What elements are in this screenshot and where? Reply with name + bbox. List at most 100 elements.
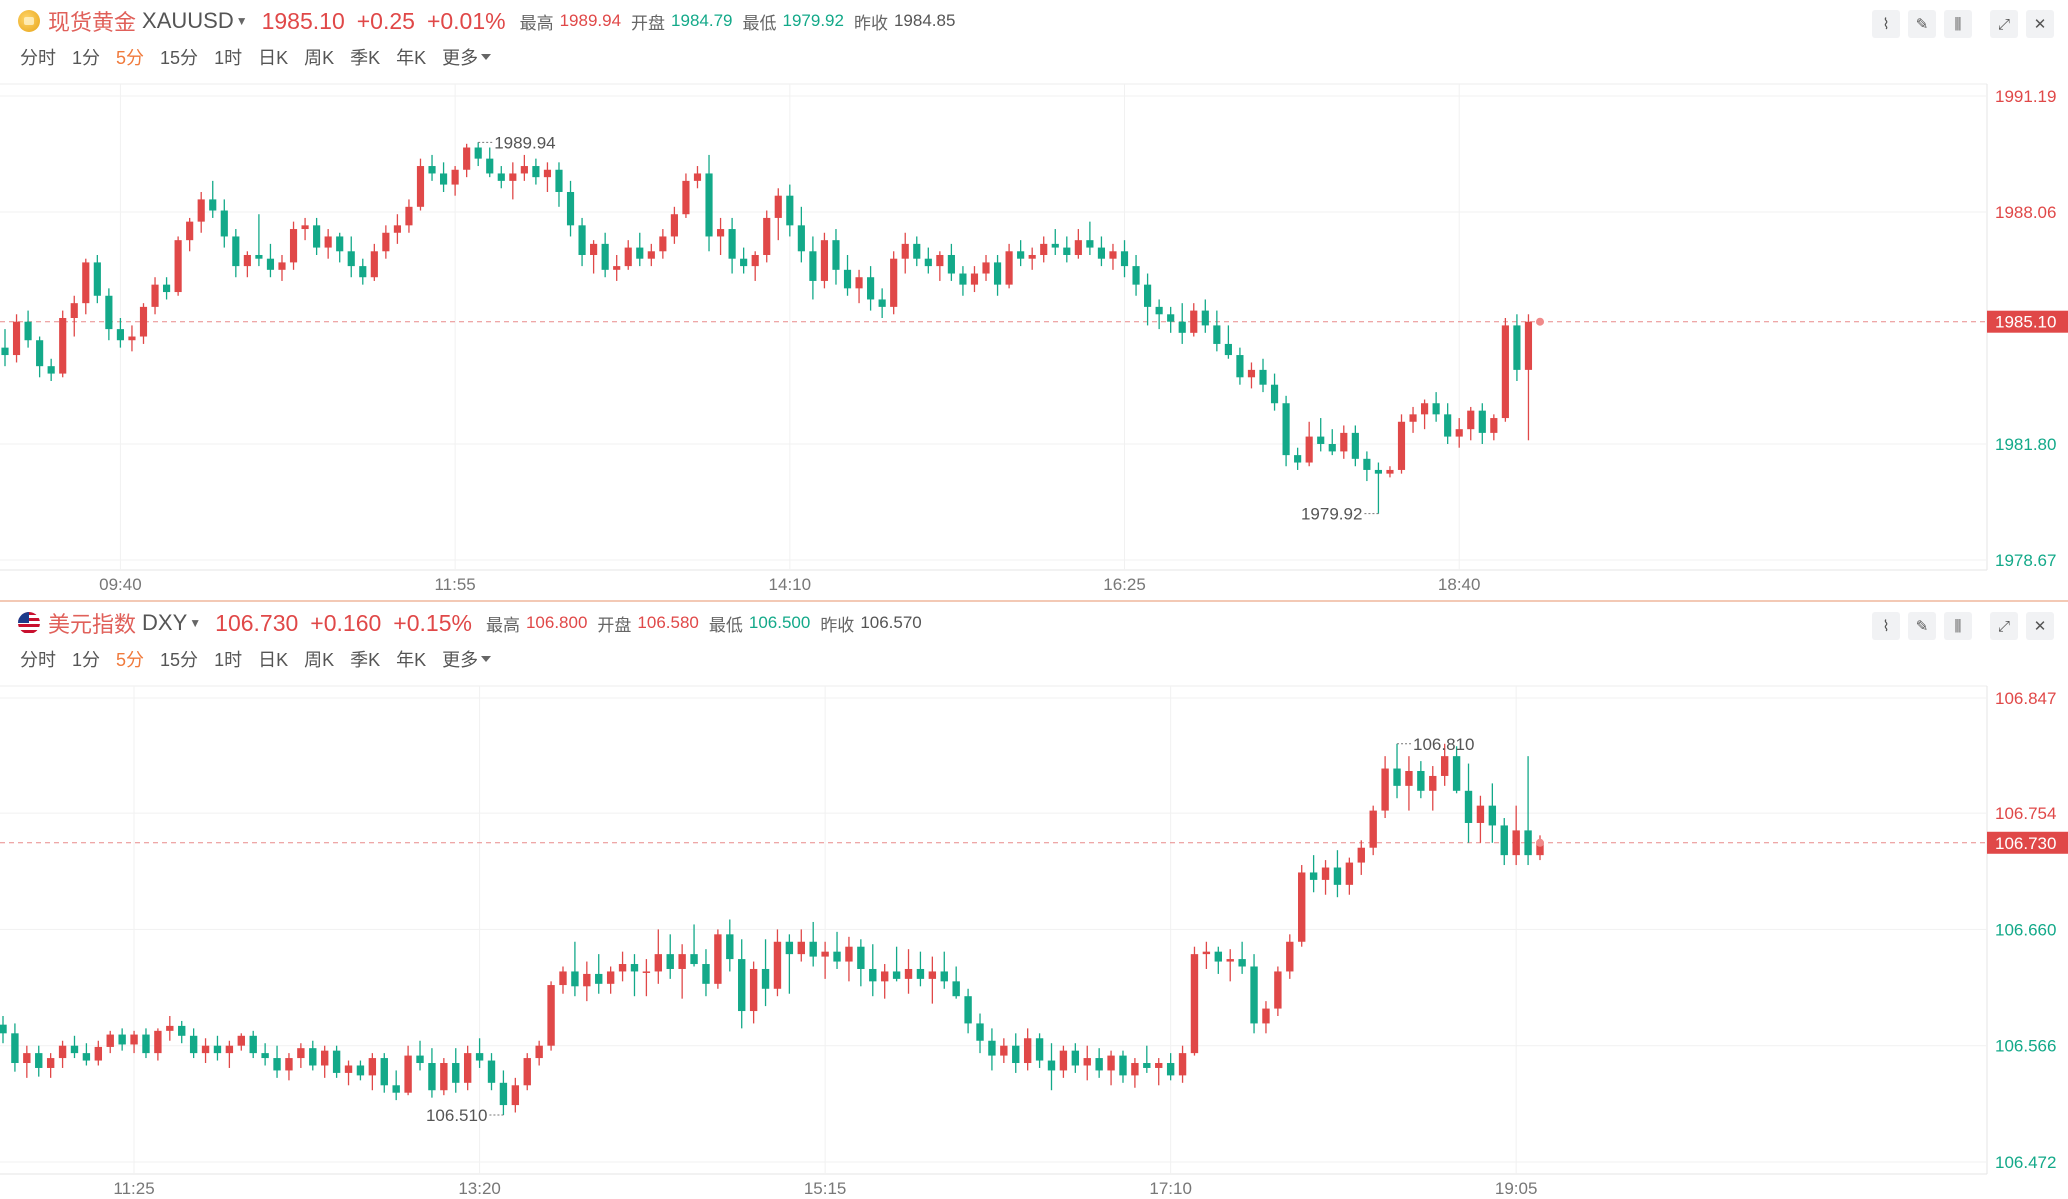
candle-body: [332, 1050, 341, 1073]
tab-timeframe[interactable]: 周K: [304, 48, 335, 68]
candle-body: [654, 954, 663, 972]
candle-body: [128, 336, 136, 341]
candle-body: [487, 1060, 496, 1083]
gold-prev-close: 1984.85: [893, 11, 956, 30]
tab-timeframe[interactable]: 年K: [396, 650, 427, 670]
tab-timeframe-active[interactable]: 5分: [116, 48, 145, 68]
dxy-candlestick-chart[interactable]: 106.847 106.754 106.660 106.566 106.472 11:25…: [0, 602, 2068, 1199]
candle-body: [1405, 771, 1413, 786]
gold-candlestick-chart[interactable]: 1991.19 1988.06 1981.80 1978.67 09:40 11:55 14…: [0, 0, 2068, 600]
tab-timeframe[interactable]: 日K: [258, 650, 289, 670]
x-tick-label: 17:10: [1149, 1179, 1192, 1198]
candle-body: [82, 1053, 91, 1061]
dxy-open: 106.580: [637, 613, 699, 632]
more-timeframes-button[interactable]: 更多: [442, 646, 492, 672]
candle-body: [1, 347, 9, 356]
candle-body: [382, 232, 390, 252]
candle-body: [368, 1058, 377, 1076]
more-timeframes-button[interactable]: 更多: [442, 44, 492, 70]
candle-body: [867, 277, 875, 300]
tab-timeframe[interactable]: 1时: [214, 650, 243, 670]
candle-body: [566, 191, 575, 226]
candle-body: [174, 240, 182, 293]
tab-timeframe[interactable]: 1分: [72, 650, 101, 670]
candle-body: [583, 973, 591, 987]
tab-timeframe[interactable]: 季K: [350, 48, 381, 68]
candle-type-icon[interactable]: ⫼: [1944, 10, 1972, 38]
candle-body: [843, 269, 852, 289]
panel-divider[interactable]: [0, 600, 2068, 602]
candle-body: [1259, 369, 1267, 385]
close-icon[interactable]: ✕: [2026, 612, 2054, 640]
candle-body: [738, 959, 746, 1012]
candle-body: [892, 971, 901, 979]
tab-timeframe[interactable]: 15分: [160, 650, 199, 670]
gold-change-pct: +0.01%: [426, 7, 506, 34]
candle-body: [606, 971, 615, 984]
candle-body: [624, 247, 632, 267]
tab-timeframe[interactable]: 周K: [304, 650, 335, 670]
tab-timeframe[interactable]: 分时: [20, 48, 56, 68]
tab-timeframe[interactable]: 分时: [20, 650, 56, 670]
candle-body: [880, 971, 889, 982]
candle-body: [678, 954, 686, 969]
candle-body: [740, 258, 748, 267]
candle-body: [35, 1053, 43, 1068]
candle-body: [1393, 768, 1401, 786]
draw-icon[interactable]: ✎: [1908, 612, 1936, 640]
fullscreen-icon[interactable]: ⤢: [1990, 10, 2018, 38]
tab-timeframe[interactable]: 日K: [258, 48, 289, 68]
draw-icon[interactable]: ✎: [1908, 10, 1936, 38]
candle-body: [1286, 941, 1294, 972]
close-icon[interactable]: ✕: [2026, 10, 2054, 38]
gold-name[interactable]: 现货黄金: [48, 10, 137, 35]
candle-body: [1097, 247, 1106, 259]
min-price-label: 1979.92: [1301, 505, 1362, 524]
candle-body: [1440, 756, 1449, 776]
candle-body: [370, 251, 378, 278]
candle-body: [1369, 810, 1377, 848]
symbol-dropdown-icon[interactable]: ▼: [235, 14, 248, 28]
candle-body: [1374, 469, 1382, 474]
candle-body: [751, 254, 759, 267]
candle-body: [178, 1025, 186, 1036]
candle-body: [1178, 1053, 1187, 1076]
candle-body: [266, 258, 275, 270]
candle-body: [1250, 966, 1258, 1024]
max-price-label: 106.810: [1413, 735, 1474, 754]
dxy-timeframe-tabs: 分时 1分 5分 15分 1时 日K 周K 季K 年K 更多: [20, 646, 507, 672]
tab-timeframe[interactable]: 1分: [72, 48, 101, 68]
dxy-symbol[interactable]: DXY: [142, 610, 188, 635]
candle-body: [976, 1023, 984, 1041]
candle-body: [220, 210, 228, 237]
candle-body: [416, 166, 425, 207]
candle-body: [1386, 469, 1394, 474]
symbol-dropdown-icon[interactable]: ▼: [189, 616, 202, 630]
tab-timeframe[interactable]: 15分: [160, 48, 199, 68]
fullscreen-icon[interactable]: ⤢: [1990, 612, 2018, 640]
candle-body: [693, 173, 702, 181]
x-tick-label: 09:40: [99, 575, 142, 594]
tab-timeframe-active[interactable]: 5分: [116, 650, 145, 670]
tab-timeframe[interactable]: 年K: [396, 48, 427, 68]
gold-symbol[interactable]: XAUUSD: [142, 8, 234, 33]
candle-body: [232, 236, 240, 267]
last-price-tag: [1987, 310, 2068, 333]
candle-body: [201, 1045, 210, 1054]
gold-timeframe-tabs: 分时 1分 5分 15分 1时 日K 周K 季K 年K 更多: [20, 44, 507, 70]
x-tick-label: 13:20: [458, 1179, 501, 1198]
indicator-icon[interactable]: ⌇: [1872, 10, 1900, 38]
candle-body: [1236, 355, 1244, 378]
dxy-name[interactable]: 美元指数: [48, 612, 137, 637]
candle-body: [285, 1058, 293, 1071]
candle-body: [630, 964, 639, 972]
candle-body: [1536, 842, 1544, 856]
indicator-icon[interactable]: ⌇: [1872, 612, 1900, 640]
candle-type-icon[interactable]: ⫼: [1944, 612, 1972, 640]
tab-timeframe[interactable]: 季K: [350, 650, 381, 670]
candle-body: [452, 1063, 460, 1083]
candle-body: [1028, 254, 1036, 259]
tab-timeframe[interactable]: 1时: [214, 48, 243, 68]
candle-body: [336, 236, 344, 252]
candle-body: [255, 254, 263, 259]
